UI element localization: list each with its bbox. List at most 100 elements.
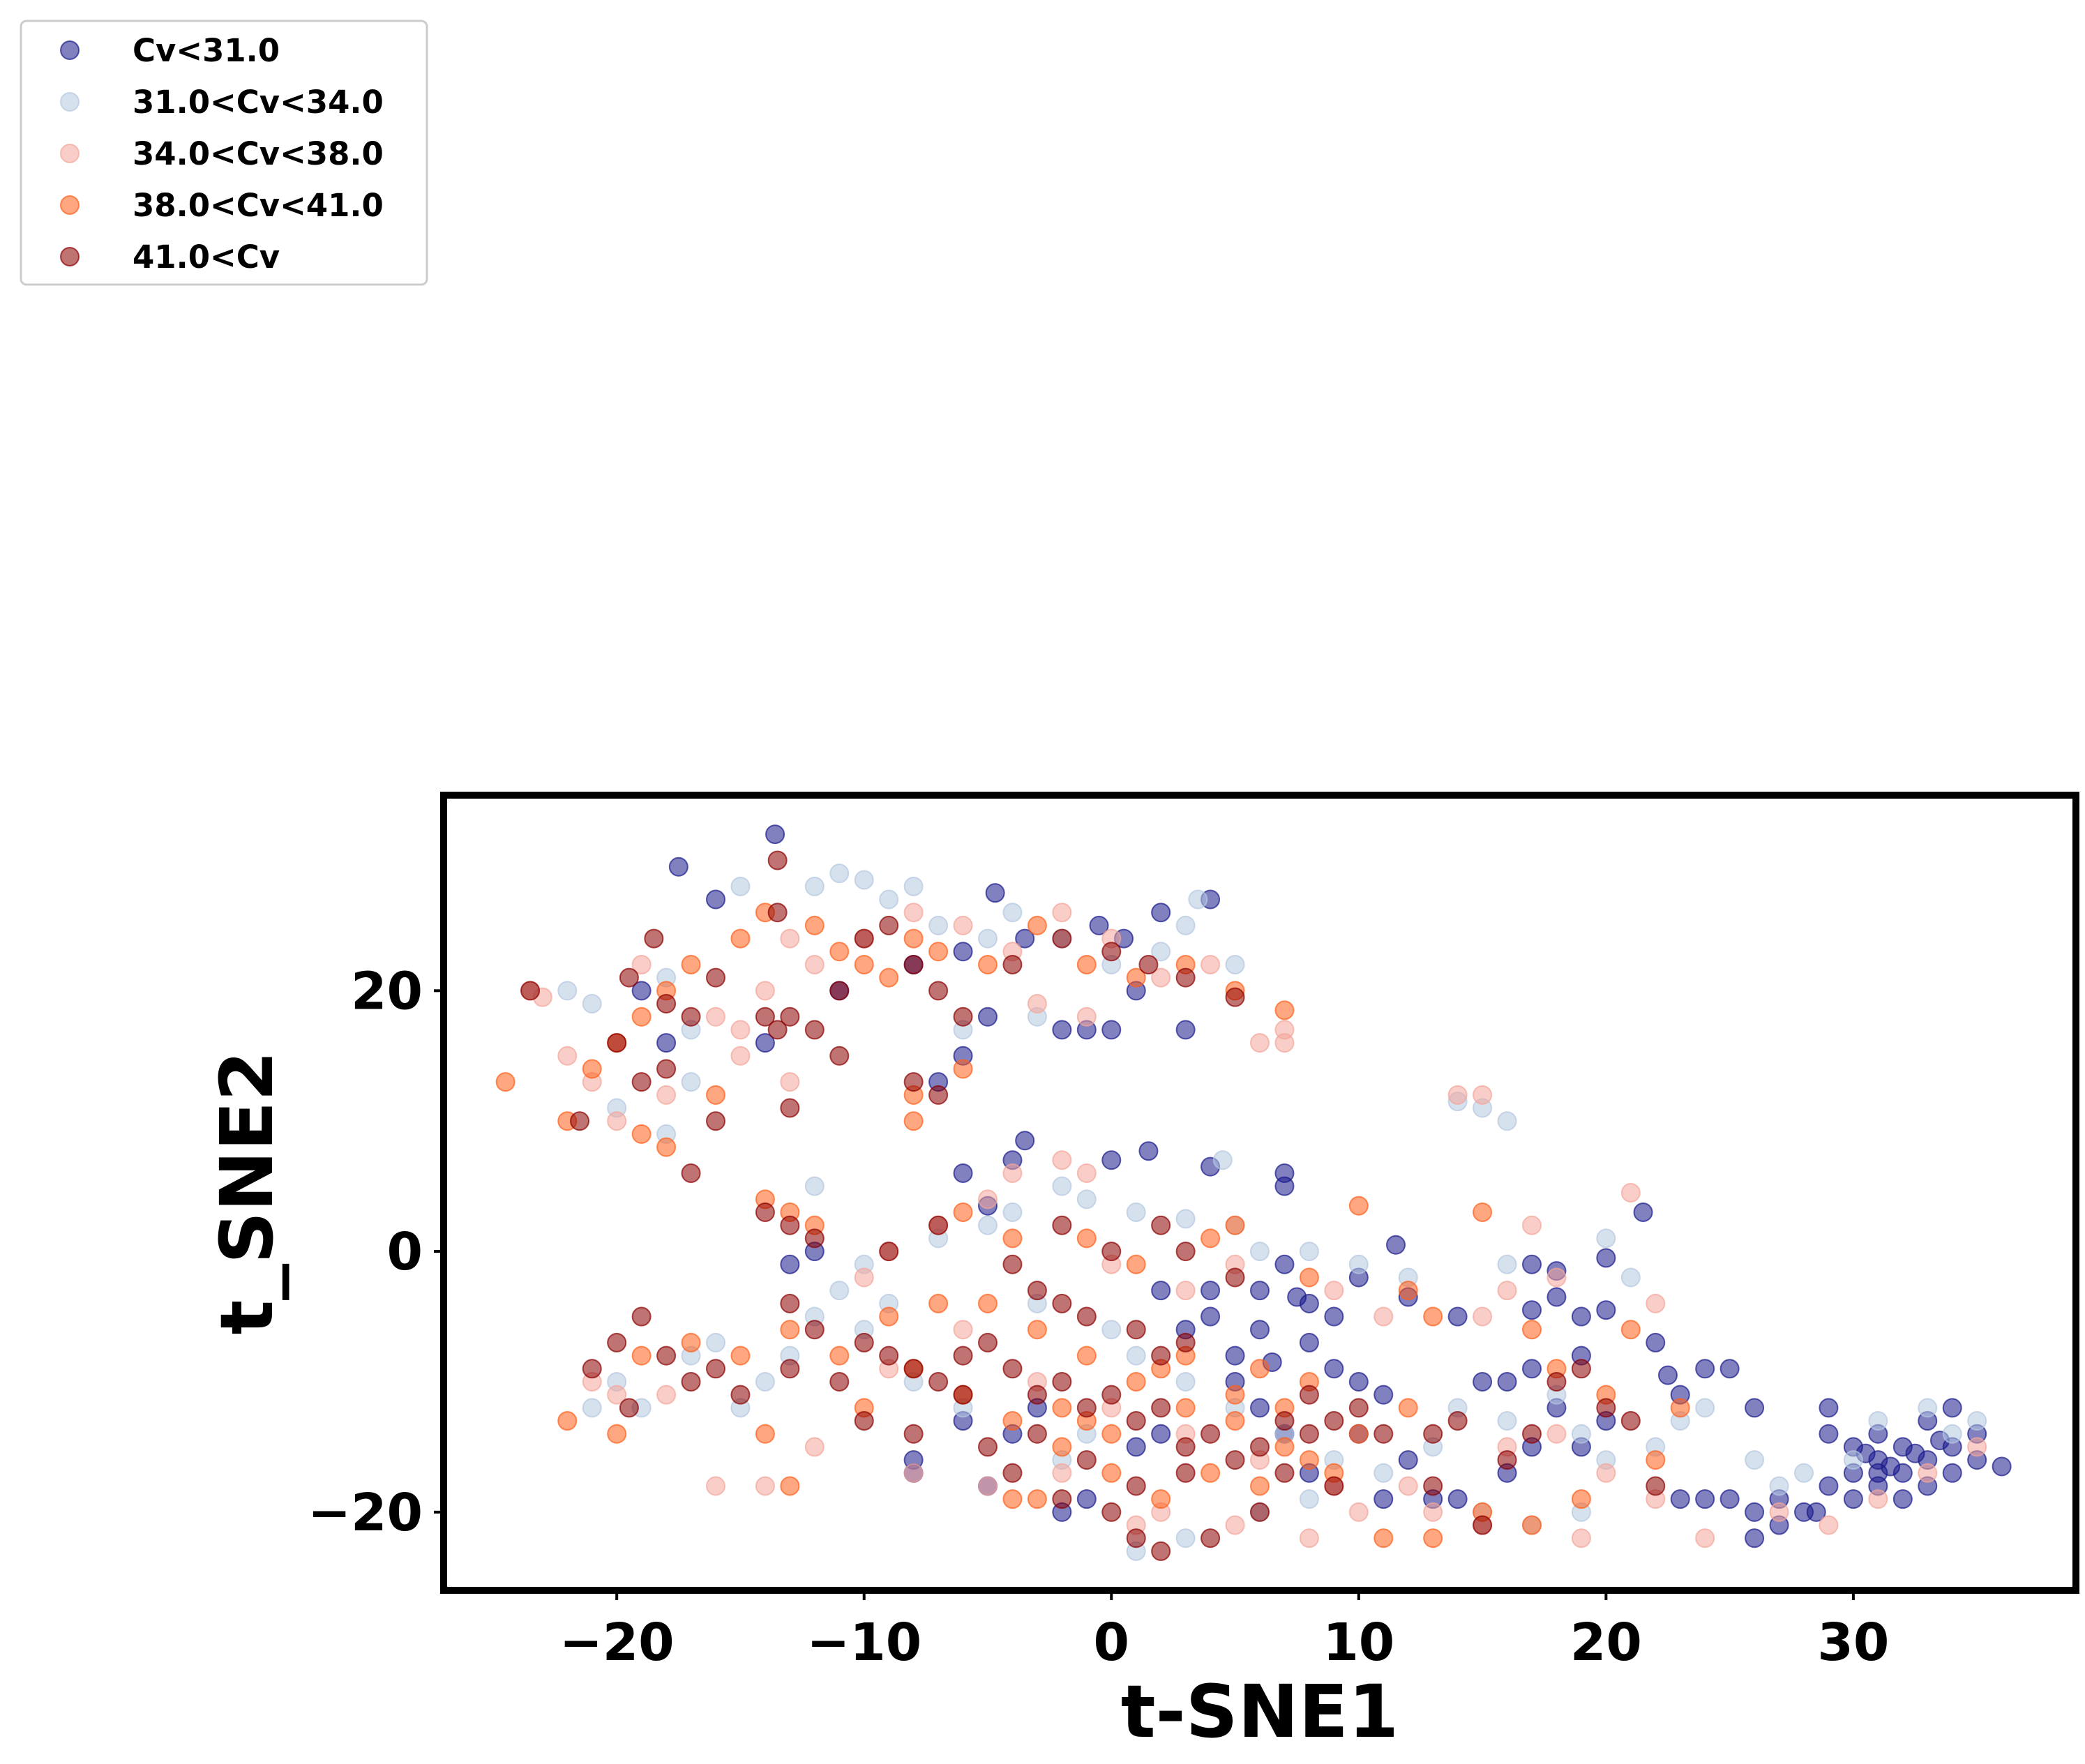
data-point xyxy=(804,954,825,974)
data-point xyxy=(1101,1242,1122,1262)
data-point xyxy=(1002,1203,1023,1223)
data-point xyxy=(1225,954,1245,974)
data-point xyxy=(1745,1502,1765,1522)
y-tick-label: 0 xyxy=(387,1222,423,1282)
data-point xyxy=(1027,915,1047,935)
data-point xyxy=(631,1306,652,1327)
data-point xyxy=(1175,1242,1196,1262)
data-point xyxy=(1200,1228,1221,1249)
data-point xyxy=(1287,1287,1307,1307)
data-point xyxy=(928,1293,949,1313)
data-point xyxy=(903,876,924,896)
data-point xyxy=(520,981,541,1001)
data-point xyxy=(804,1228,825,1249)
data-point xyxy=(631,1072,652,1092)
data-point xyxy=(706,1359,725,1379)
data-point xyxy=(829,1371,850,1392)
data-point xyxy=(1497,1371,1517,1392)
data-point xyxy=(804,876,825,896)
data-point xyxy=(1052,1150,1072,1170)
data-point xyxy=(730,1345,751,1366)
data-point xyxy=(755,1203,775,1223)
data-point xyxy=(1620,1411,1641,1431)
data-point xyxy=(1324,1281,1344,1301)
data-point xyxy=(1126,967,1146,988)
data-point xyxy=(1200,1306,1221,1327)
data-point xyxy=(1151,1398,1171,1418)
data-point xyxy=(1473,1515,1493,1535)
data-point xyxy=(1992,1456,2012,1477)
data-point xyxy=(1522,1215,1542,1235)
data-point xyxy=(1200,1528,1221,1548)
data-point xyxy=(1175,1281,1196,1301)
data-point xyxy=(1138,954,1159,974)
data-point xyxy=(978,1293,998,1313)
data-point xyxy=(903,1111,924,1131)
data-point xyxy=(1250,1437,1270,1457)
data-point xyxy=(1274,1463,1295,1483)
data-point xyxy=(1868,1463,1888,1483)
data-point xyxy=(1175,1020,1196,1040)
data-point xyxy=(730,1046,751,1066)
data-point xyxy=(1015,1131,1035,1151)
data-point xyxy=(1348,1371,1369,1392)
data-point xyxy=(829,942,850,962)
data-point xyxy=(903,903,924,923)
y-tick-label: −20 xyxy=(308,1483,423,1543)
data-point xyxy=(681,1007,701,1027)
data-point xyxy=(829,981,850,1001)
data-point xyxy=(495,1072,515,1092)
data-point xyxy=(829,1046,850,1066)
data-point xyxy=(681,1072,701,1092)
data-point xyxy=(780,1359,800,1379)
legend-marker xyxy=(60,195,80,215)
data-point xyxy=(1324,1306,1344,1327)
data-point xyxy=(755,1476,775,1496)
data-point xyxy=(656,1033,677,1053)
data-point xyxy=(1670,1489,1690,1509)
data-point xyxy=(780,1007,800,1027)
data-point xyxy=(780,1215,800,1235)
data-point xyxy=(1447,1085,1468,1105)
data-point xyxy=(1052,1293,1072,1313)
data-point xyxy=(1806,1502,1826,1522)
data-point xyxy=(1052,1371,1072,1392)
data-point xyxy=(780,1072,800,1092)
data-point xyxy=(1101,1320,1122,1340)
data-point xyxy=(1633,1203,1653,1223)
data-point xyxy=(1274,1033,1295,1053)
data-point xyxy=(1076,1306,1097,1327)
data-point xyxy=(1646,1476,1666,1496)
data-point xyxy=(1918,1463,1938,1483)
data-point xyxy=(1126,1371,1146,1392)
x-tick-label: −10 xyxy=(806,1613,921,1673)
data-point xyxy=(1373,1385,1394,1405)
data-point xyxy=(681,1332,701,1352)
data-point xyxy=(582,1059,602,1079)
data-point xyxy=(656,1385,677,1405)
data-point xyxy=(631,1345,652,1366)
data-point xyxy=(1175,1398,1196,1418)
data-point xyxy=(1942,1463,1962,1483)
x-tick-label: 10 xyxy=(1323,1613,1394,1673)
data-point xyxy=(1225,987,1245,1007)
data-point xyxy=(1250,1476,1270,1496)
data-point xyxy=(1027,1489,1047,1509)
data-point xyxy=(1126,1476,1146,1496)
data-point xyxy=(1200,1424,1221,1444)
data-point xyxy=(1299,1450,1319,1470)
data-point xyxy=(1052,1215,1072,1235)
data-point xyxy=(1398,1398,1418,1418)
scatter-points xyxy=(495,824,2012,1561)
data-point xyxy=(1076,1345,1097,1366)
data-point xyxy=(804,1320,825,1340)
data-point xyxy=(1373,1306,1394,1327)
data-point xyxy=(656,994,677,1014)
data-point xyxy=(1571,1489,1591,1509)
data-point xyxy=(706,1007,725,1027)
data-point xyxy=(1027,994,1047,1014)
data-point xyxy=(1076,1007,1097,1027)
data-point xyxy=(1101,1385,1122,1405)
data-point xyxy=(706,1332,725,1352)
data-point xyxy=(607,1332,627,1352)
